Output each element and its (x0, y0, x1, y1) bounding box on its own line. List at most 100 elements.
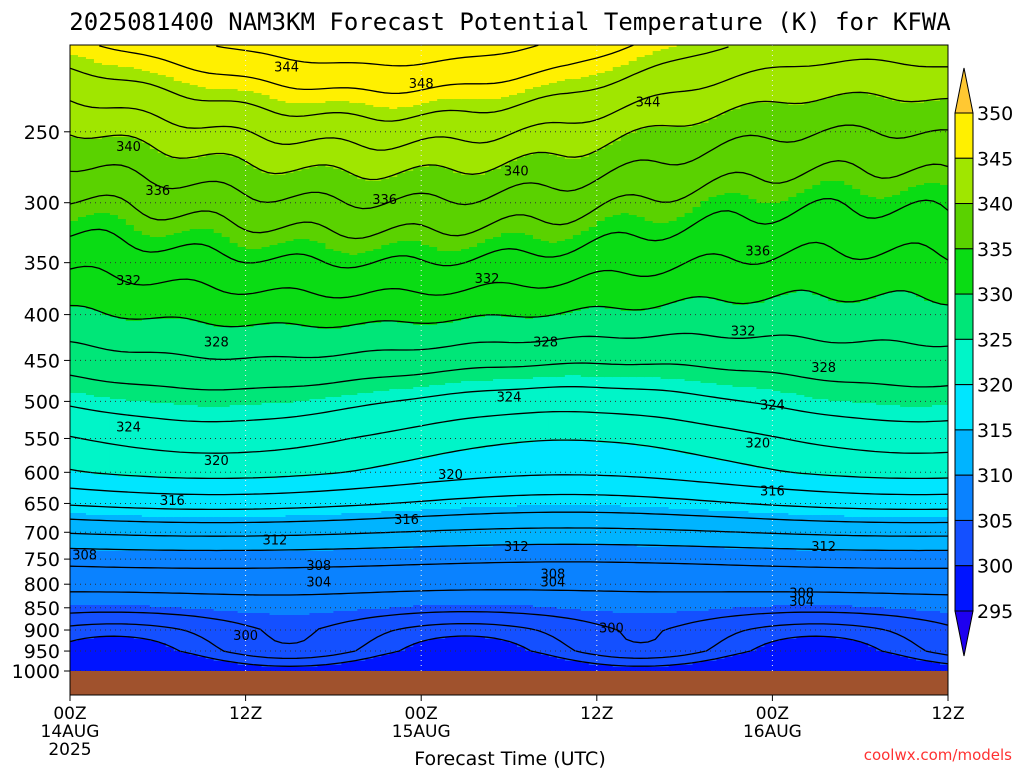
field-cell (748, 513, 758, 550)
field-cell (924, 301, 933, 408)
field-cell (676, 665, 686, 672)
field-cell (261, 173, 271, 248)
field-cell (365, 659, 374, 672)
field-cell (493, 639, 502, 672)
field-cell (836, 477, 845, 516)
field-cell (93, 397, 103, 476)
field-cell (708, 459, 718, 512)
field-cell (461, 507, 470, 548)
field-cell (876, 199, 885, 296)
field-cell (381, 511, 390, 550)
field-cell (556, 45, 566, 82)
field-cell (349, 471, 358, 514)
field-cell (325, 45, 334, 102)
field-cell (341, 171, 350, 254)
field-cell (285, 325, 295, 404)
field-cell (469, 381, 478, 450)
field-cell (716, 659, 726, 672)
field-cell (772, 605, 781, 642)
field-cell (125, 637, 135, 672)
field-cell (285, 241, 295, 326)
field-cell (389, 321, 398, 390)
field-cell (844, 551, 853, 606)
field-cell (940, 517, 948, 552)
field-cell (445, 637, 454, 672)
field-cell (269, 517, 279, 552)
field-cell (524, 505, 534, 546)
ground-surface (70, 671, 948, 695)
field-cell (221, 551, 231, 612)
field-cell (588, 153, 598, 228)
field-cell (652, 613, 662, 668)
colorbar-tick-label: 320 (977, 375, 1013, 397)
field-cell (365, 181, 374, 252)
field-cell (708, 547, 718, 610)
field-cell (101, 213, 111, 316)
field-cell (93, 515, 103, 552)
field-cell (732, 655, 742, 672)
field-cell (341, 327, 350, 396)
field-cell (381, 655, 390, 672)
field-cell (477, 637, 486, 672)
field-cell (620, 507, 630, 546)
field-cell (349, 549, 358, 612)
field-cell (908, 293, 917, 408)
field-cell (269, 245, 279, 324)
field-cell (125, 225, 135, 322)
field-cell (173, 159, 183, 234)
colorbar-tick-label: 345 (977, 148, 1013, 170)
field-cell (309, 241, 319, 328)
field-cell (684, 611, 694, 666)
field-cell (357, 661, 366, 672)
field-cell (189, 551, 199, 610)
field-cell (668, 45, 678, 48)
field-cell (852, 641, 861, 672)
field-cell (564, 545, 574, 610)
field-cell (780, 639, 789, 672)
field-cell (804, 291, 813, 398)
field-cell (588, 665, 598, 672)
field-cell (628, 215, 638, 312)
field-cell (421, 245, 430, 326)
field-cell (237, 91, 247, 160)
field-cell (261, 95, 271, 174)
field-cell (413, 511, 422, 548)
field-cell (373, 657, 382, 672)
credit-text[interactable]: coolwx.com/models (864, 746, 1012, 764)
field-cell (365, 469, 374, 514)
field-cell (141, 319, 151, 402)
field-cell (884, 293, 893, 406)
field-cell (612, 141, 622, 216)
field-cell (229, 611, 239, 664)
field-cell (652, 127, 662, 224)
field-cell (421, 547, 430, 606)
x-tick-label: 12Z (931, 704, 964, 724)
field-cell (700, 457, 710, 510)
contour-label: 340 (116, 140, 141, 155)
field-cell (229, 479, 239, 518)
field-cell (708, 661, 718, 672)
y-tick-label: 400 (24, 305, 60, 327)
field-cell (253, 249, 263, 326)
y-tick-label: 600 (24, 462, 60, 484)
field-cell (341, 101, 350, 172)
field-cell (580, 309, 590, 378)
field-cell (636, 613, 646, 668)
field-cell (564, 505, 574, 546)
contour-label: 308 (540, 567, 565, 582)
field-cell (181, 653, 191, 672)
field-cell (165, 479, 175, 518)
field-cell (868, 517, 877, 552)
field-cell (580, 611, 590, 664)
field-cell (868, 197, 877, 300)
contour-label: 324 (116, 421, 141, 436)
field-cell (556, 545, 566, 610)
field-cell (397, 323, 406, 390)
field-cell (477, 547, 486, 606)
field-cell (932, 663, 941, 672)
field-cell (812, 101, 821, 186)
field-cell (916, 407, 925, 480)
field-cell (628, 133, 638, 216)
field-cell (413, 241, 422, 326)
field-cell (572, 441, 582, 506)
